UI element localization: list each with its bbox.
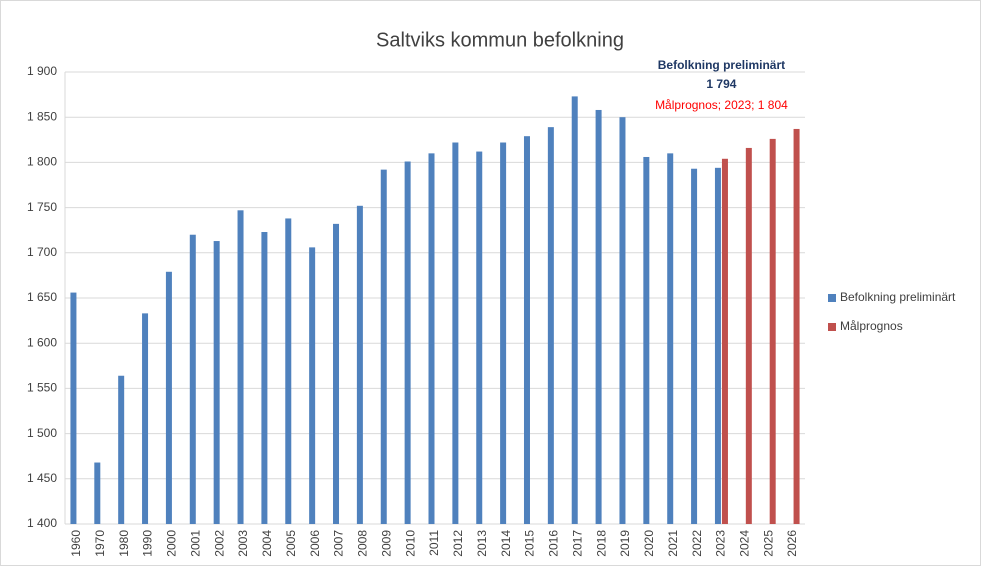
bar bbox=[595, 109, 602, 524]
x-tick-label: 2020 bbox=[642, 530, 656, 557]
bar bbox=[523, 136, 530, 524]
bar bbox=[404, 161, 411, 524]
legend-swatch bbox=[828, 294, 836, 302]
x-tick-label: 2001 bbox=[188, 530, 202, 557]
x-tick-label: 2016 bbox=[547, 530, 561, 557]
y-tick-label: 1 800 bbox=[27, 155, 57, 169]
bar bbox=[333, 223, 340, 524]
x-tick-label: 2021 bbox=[666, 530, 680, 557]
data-label-series: Befolkning preliminärt bbox=[658, 58, 785, 72]
data-label: Målprognos; 2023; 1 804 bbox=[655, 98, 788, 112]
y-tick-label: 1 400 bbox=[27, 516, 57, 530]
y-tick-label: 1 700 bbox=[27, 245, 57, 259]
bar bbox=[189, 234, 196, 524]
y-tick-label: 1 750 bbox=[27, 200, 57, 214]
bar bbox=[261, 232, 268, 524]
bar bbox=[165, 271, 172, 524]
bar bbox=[285, 218, 292, 524]
legend-label: Befolkning preliminärt bbox=[840, 290, 956, 304]
bar bbox=[571, 96, 578, 525]
bar bbox=[793, 128, 800, 524]
bar bbox=[380, 169, 387, 524]
bar bbox=[70, 292, 77, 524]
x-tick-label: 1970 bbox=[93, 530, 107, 557]
x-tick-label: 2018 bbox=[594, 530, 608, 557]
legend-swatch bbox=[828, 323, 836, 331]
x-tick-label: 2014 bbox=[499, 530, 513, 557]
bar bbox=[142, 313, 149, 524]
x-tick-label: 2009 bbox=[379, 530, 393, 557]
bar bbox=[476, 151, 483, 524]
y-tick-label: 1 900 bbox=[27, 64, 57, 78]
y-tick-label: 1 600 bbox=[27, 335, 57, 349]
bar bbox=[714, 167, 721, 524]
y-tick-label: 1 850 bbox=[27, 109, 57, 123]
x-tick-label: 2019 bbox=[618, 530, 632, 557]
bar bbox=[94, 462, 101, 524]
x-tick-label: 2024 bbox=[737, 530, 751, 557]
x-tick-label: 1990 bbox=[141, 530, 155, 557]
x-tick-label: 1960 bbox=[69, 530, 83, 557]
x-tick-label: 2026 bbox=[785, 530, 799, 557]
bar bbox=[643, 156, 650, 524]
bar bbox=[237, 210, 244, 524]
x-tick-label: 2010 bbox=[403, 530, 417, 557]
x-tick-label: 1980 bbox=[117, 530, 131, 557]
chart-title: Saltviks kommun befolkning bbox=[376, 29, 624, 51]
bar bbox=[118, 375, 125, 524]
x-tick-label: 2013 bbox=[475, 530, 489, 557]
bar bbox=[721, 158, 728, 524]
y-tick-label: 1 650 bbox=[27, 290, 57, 304]
y-tick-label: 1 500 bbox=[27, 426, 57, 440]
x-tick-label: 2017 bbox=[570, 530, 584, 557]
bar bbox=[500, 142, 507, 524]
x-tick-label: 2004 bbox=[260, 530, 274, 557]
x-tick-label: 2022 bbox=[690, 530, 704, 557]
x-tick-label: 2011 bbox=[427, 530, 441, 556]
x-tick-label: 2003 bbox=[236, 530, 250, 557]
bar bbox=[691, 168, 698, 524]
x-tick-label: 2005 bbox=[284, 530, 298, 557]
legend-label: Målprognos bbox=[840, 319, 903, 333]
x-tick-label: 2002 bbox=[212, 530, 226, 557]
x-tick-label: 2025 bbox=[761, 530, 775, 557]
bar bbox=[309, 247, 316, 524]
bar bbox=[452, 142, 459, 524]
x-tick-label: 2000 bbox=[165, 530, 179, 557]
bar bbox=[667, 153, 674, 525]
bar bbox=[769, 138, 776, 524]
x-tick-label: 2007 bbox=[332, 530, 346, 557]
x-tick-label: 2012 bbox=[451, 530, 465, 557]
x-tick-label: 2006 bbox=[308, 530, 322, 557]
y-tick-label: 1 450 bbox=[27, 471, 57, 485]
x-tick-label: 2023 bbox=[714, 530, 728, 557]
bar bbox=[213, 241, 220, 524]
bar bbox=[745, 147, 752, 524]
bar bbox=[547, 127, 554, 525]
bar bbox=[356, 205, 363, 525]
bar bbox=[619, 117, 626, 524]
x-tick-label: 2008 bbox=[356, 530, 370, 557]
x-tick-label: 2015 bbox=[523, 530, 537, 557]
data-label: 1 794 bbox=[706, 77, 736, 91]
y-tick-label: 1 550 bbox=[27, 381, 57, 395]
bar bbox=[428, 153, 435, 525]
